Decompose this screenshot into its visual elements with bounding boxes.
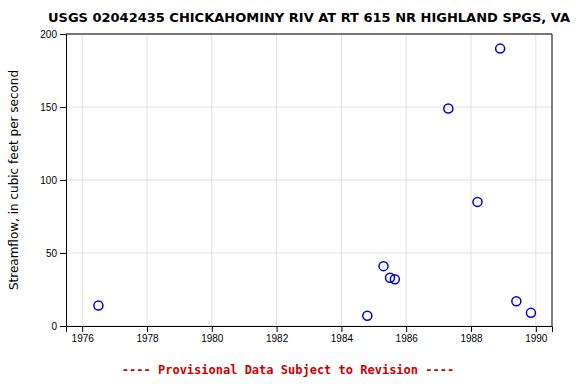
y-axis: 0 50 100 150 200 [40,29,66,332]
y-axis-title: Streamflow, in cubic feet per second [7,70,21,290]
tick-mark [60,253,66,254]
axis-line [60,35,67,327]
point [496,44,505,53]
tick-mark [406,326,407,332]
tick: 1982 [266,326,289,344]
tick-label: 200 [40,29,57,40]
tick-mark [147,326,148,332]
tick-mark [212,326,213,332]
tick-label: 1988 [460,333,483,344]
tick-label: 150 [40,102,57,113]
tick-label: 1980 [201,333,224,344]
tick: 1978 [136,326,159,344]
point [363,311,372,320]
axis-line [67,327,553,333]
point [390,275,399,284]
tick: 1980 [201,326,224,344]
tick-label: 50 [46,248,58,259]
tick: 1988 [460,326,483,344]
tick: 50 [46,248,66,259]
tick: 0 [51,321,66,332]
tick-mark [471,326,472,332]
tick-mark [60,34,66,35]
tick: 1990 [525,326,548,344]
tick-mark [536,326,537,332]
tick: 1976 [72,326,95,344]
tick-label: 1986 [396,333,419,344]
point [94,301,103,310]
point [526,308,535,317]
tick: 200 [40,29,66,40]
tick-mark [60,180,66,181]
tick-mark [82,326,83,332]
grid-line-y [66,34,552,35]
tick-label: 1990 [525,333,548,344]
frame [66,34,552,35]
point [444,104,453,113]
footer: ---- Provisional Data Subject to Revisio… [122,363,454,377]
tick-mark [60,326,66,327]
point [473,197,482,206]
tick: 150 [40,102,66,113]
points [94,44,536,320]
tick-label: 0 [51,321,57,332]
x-axis: 1976 1978 1980 1982 1984 1986 1988 1990 [67,326,553,344]
tick-mark [60,107,66,108]
tick-label: 1978 [136,333,159,344]
tick-label: 1976 [72,333,95,344]
tick: 1984 [331,326,354,344]
tick-mark [277,326,278,332]
tick: 100 [40,175,66,186]
grid-line-y [66,107,552,108]
chart: 1976 1978 1980 1982 1984 1986 1988 1990 0 50 100 15… [0,0,576,384]
tick: 1986 [396,326,419,344]
plot: 1976 1978 1980 1982 1984 1986 1988 1990 0 50 100 15… [40,29,552,344]
grid [66,34,552,326]
tick-label: 1984 [331,333,354,344]
tick-label: 1982 [266,333,289,344]
tick-label: 100 [40,175,57,186]
grid-line-y [66,180,552,181]
title: USGS 02042435 CHICKAHOMINY RIV AT RT 615… [48,10,570,25]
frame [552,34,553,326]
point [379,262,388,271]
grid-line-y [66,253,552,254]
point [512,297,521,306]
tick-mark [341,326,342,332]
